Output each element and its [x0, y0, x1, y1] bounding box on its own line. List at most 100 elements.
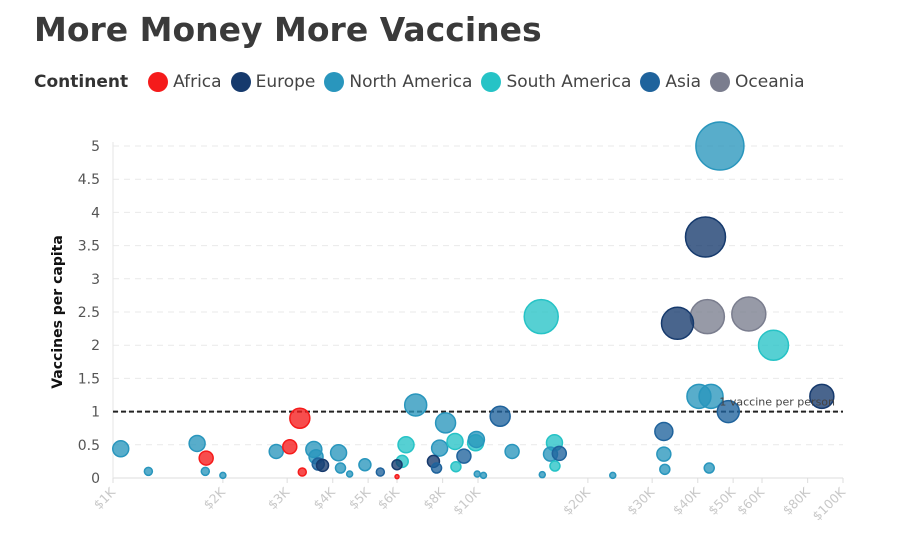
- data-point-north-america[interactable]: [329, 444, 348, 462]
- chart-title: More Money More Vaccines: [34, 10, 542, 49]
- data-point-south-america[interactable]: [757, 329, 790, 361]
- data-point-north-america[interactable]: [504, 443, 520, 460]
- x-tick-label: $1K: [90, 484, 118, 512]
- data-point-north-america[interactable]: [467, 430, 486, 449]
- data-point-north-america[interactable]: [473, 470, 481, 478]
- data-point-north-america[interactable]: [188, 434, 206, 453]
- y-tick-label: 2.5: [78, 305, 100, 321]
- data-point-oceania[interactable]: [731, 296, 767, 332]
- y-tick-label: 1: [91, 405, 100, 421]
- data-point-asia[interactable]: [654, 421, 674, 442]
- legend-label: Asia: [665, 72, 702, 92]
- data-point-europe[interactable]: [809, 383, 835, 410]
- legend-label: Oceania: [735, 72, 805, 92]
- data-point-north-america[interactable]: [345, 470, 354, 478]
- legend-item-south-america[interactable]: South America: [481, 72, 631, 92]
- data-point-asia[interactable]: [375, 467, 386, 477]
- data-point-africa[interactable]: [297, 467, 308, 477]
- reference-line-label: 1 vaccine per person: [719, 396, 835, 409]
- data-point-oceania[interactable]: [689, 298, 726, 335]
- y-tick-label: 0: [91, 471, 100, 487]
- data-points: [111, 121, 835, 480]
- y-tick-label: 3.5: [78, 239, 100, 255]
- oceania-dot-icon: [710, 72, 731, 92]
- legend-item-oceania[interactable]: Oceania: [710, 72, 805, 92]
- legend-label: North America: [349, 72, 473, 92]
- data-point-north-america[interactable]: [538, 470, 547, 479]
- africa-dot-icon: [148, 72, 169, 92]
- y-axis-label: Vaccines per capita: [50, 235, 66, 389]
- data-point-south-america[interactable]: [523, 298, 559, 335]
- data-point-north-america[interactable]: [143, 466, 154, 477]
- x-tick-label: $60K: [734, 484, 768, 518]
- data-point-north-america[interactable]: [219, 471, 227, 480]
- data-point-europe[interactable]: [660, 306, 695, 341]
- y-tick-label: 4: [91, 205, 100, 221]
- x-tick-label: $4K: [310, 484, 338, 512]
- data-point-africa[interactable]: [282, 439, 298, 455]
- x-tick-label: $10K: [450, 484, 484, 518]
- data-point-south-america[interactable]: [450, 460, 462, 473]
- data-point-europe[interactable]: [315, 458, 330, 473]
- legend-item-asia[interactable]: Asia: [640, 72, 701, 92]
- y-tick-label: 2: [91, 338, 100, 354]
- y-tick-label: 5: [91, 139, 100, 155]
- data-point-south-america[interactable]: [549, 460, 561, 472]
- x-tick-label: $40K: [670, 484, 704, 518]
- data-point-asia[interactable]: [716, 399, 741, 424]
- x-tick-label: $6K: [374, 484, 402, 512]
- data-point-south-america[interactable]: [397, 436, 415, 454]
- data-point-asia[interactable]: [430, 462, 443, 474]
- x-tick-label: $100K: [809, 484, 848, 523]
- data-point-north-america[interactable]: [358, 457, 372, 472]
- south-america-dot-icon: [481, 72, 502, 92]
- data-point-north-america[interactable]: [268, 443, 284, 460]
- legend-item-north-america[interactable]: North America: [324, 72, 472, 92]
- data-point-north-america[interactable]: [403, 393, 428, 417]
- data-point-north-america[interactable]: [479, 471, 488, 480]
- y-tick-label: 0.5: [78, 438, 100, 454]
- legend-item-europe[interactable]: Europe: [230, 72, 316, 92]
- y-tick-label: 1.5: [78, 371, 100, 387]
- x-tick-label: $20K: [560, 484, 594, 518]
- x-tick-label: $3K: [265, 484, 293, 512]
- north-america-dot-icon: [324, 72, 345, 92]
- data-point-north-america[interactable]: [695, 121, 745, 171]
- data-point-north-america[interactable]: [659, 463, 671, 476]
- data-point-africa[interactable]: [198, 450, 214, 466]
- data-point-europe[interactable]: [684, 216, 727, 258]
- y-axis-ticks: 0 0.5 1 1.5 2 2.5 3 3.5 4 4.5 5: [78, 139, 100, 487]
- data-point-north-america[interactable]: [609, 471, 617, 480]
- data-point-asia[interactable]: [551, 445, 568, 462]
- legend-title: Continent: [34, 72, 129, 92]
- data-point-north-america[interactable]: [434, 412, 457, 434]
- data-point-europe[interactable]: [391, 458, 403, 471]
- data-point-north-america[interactable]: [656, 446, 672, 462]
- x-tick-label: $50K: [705, 484, 739, 518]
- x-tick-label: $2K: [200, 484, 228, 512]
- data-point-asia[interactable]: [489, 405, 511, 427]
- y-tick-label: 3: [91, 272, 100, 288]
- data-point-north-america[interactable]: [111, 440, 130, 458]
- data-point-asia[interactable]: [456, 448, 472, 464]
- data-point-africa[interactable]: [289, 407, 311, 429]
- legend-label: Africa: [173, 72, 222, 92]
- y-tick-label: 4.5: [78, 172, 100, 188]
- europe-dot-icon: [230, 72, 251, 92]
- data-point-north-america[interactable]: [698, 383, 724, 410]
- data-point-north-america[interactable]: [334, 462, 347, 474]
- legend-label: South America: [506, 72, 632, 92]
- data-point-north-america[interactable]: [200, 466, 211, 477]
- data-point-africa[interactable]: [394, 473, 400, 480]
- legend: Continent Africa Europe North America So…: [34, 70, 814, 94]
- data-point-south-america[interactable]: [446, 432, 464, 451]
- x-tick-label: $30K: [624, 484, 658, 518]
- asia-dot-icon: [640, 72, 661, 92]
- x-axis-ticks: $1K $2K $3K $4K $5K $6K $8K $10K $20K $30K $40K $50…: [90, 478, 849, 523]
- data-point-north-america[interactable]: [430, 439, 449, 457]
- legend-label: Europe: [255, 72, 316, 92]
- data-point-north-america[interactable]: [703, 462, 715, 474]
- x-tick-label: $8K: [420, 484, 448, 512]
- legend-item-africa[interactable]: Africa: [148, 72, 222, 92]
